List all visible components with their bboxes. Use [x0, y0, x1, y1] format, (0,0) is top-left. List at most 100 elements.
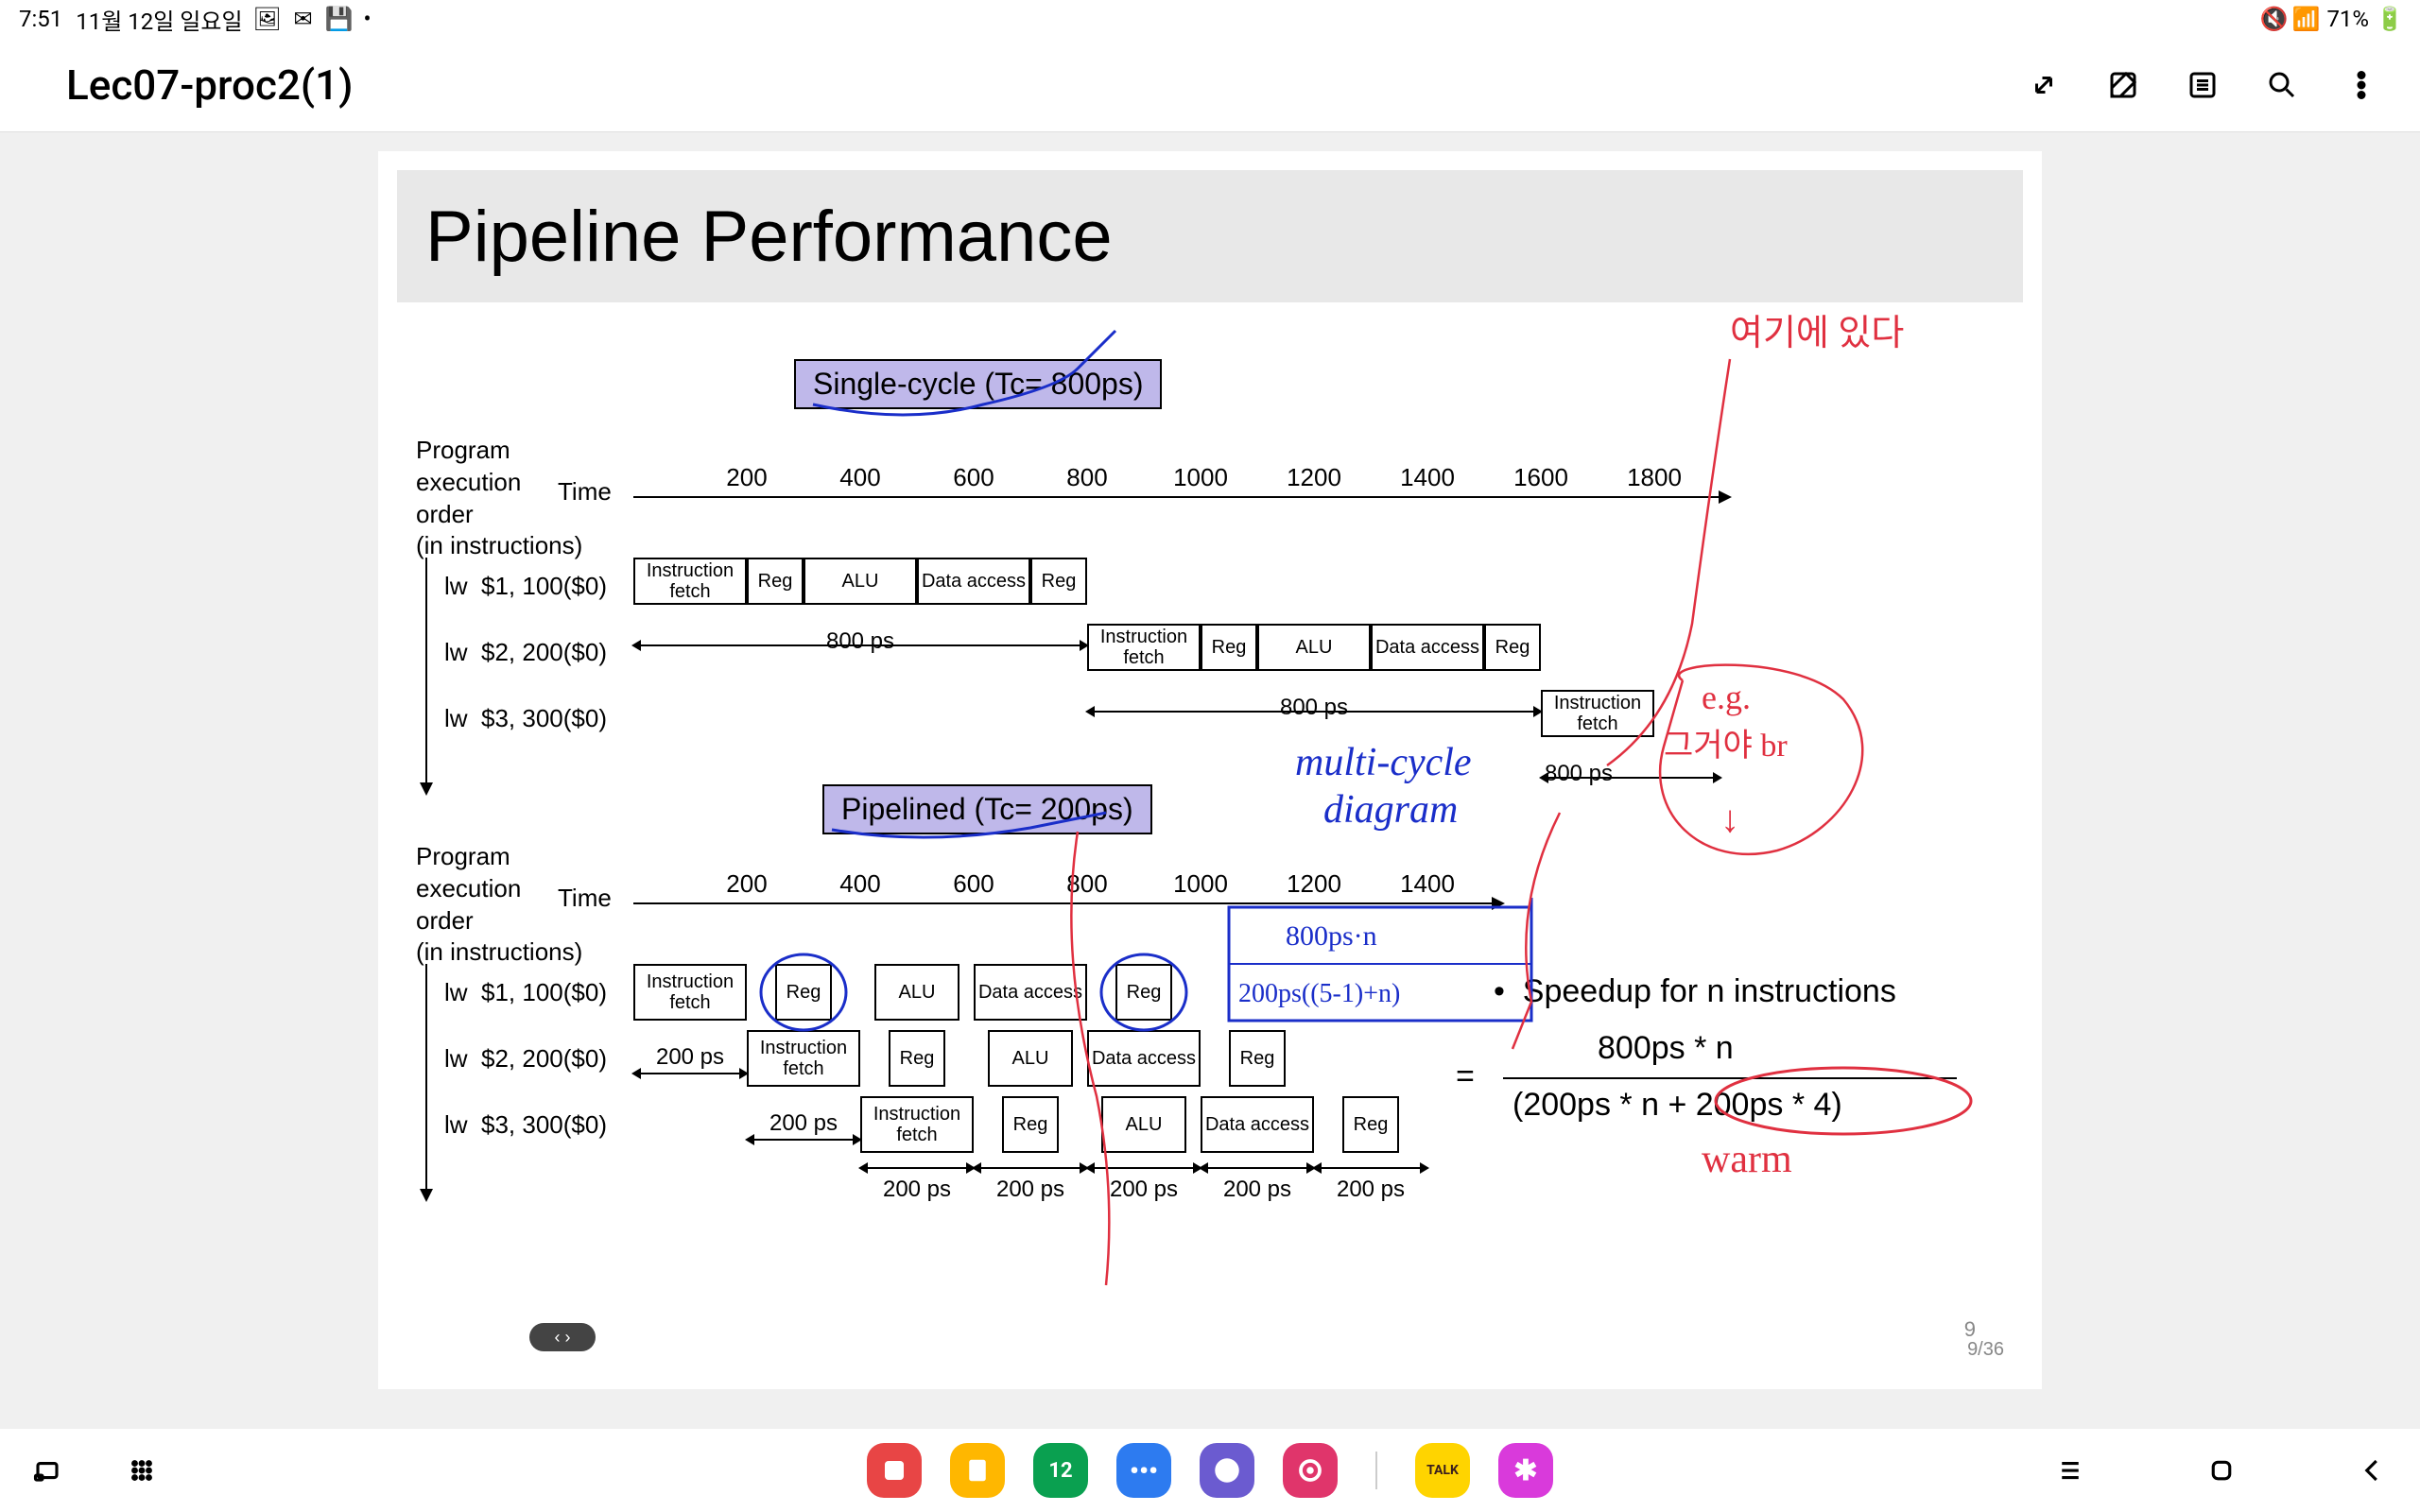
pipelined-label: Pipelined (Tc= 200ps) — [822, 784, 1152, 834]
span-line — [747, 1139, 860, 1141]
stage-if: Instruction fetch — [633, 558, 747, 605]
stage-if: Instruction fetch — [1087, 624, 1201, 671]
wifi-icon: 📶 — [2294, 8, 2317, 30]
tick: 1200 — [1287, 869, 1341, 899]
inst-label: lw $3, 300($0) — [444, 1110, 607, 1140]
home-button[interactable] — [2203, 1452, 2240, 1489]
app-icon[interactable] — [1283, 1443, 1338, 1498]
tick: 1000 — [1173, 869, 1228, 899]
tick: 200 — [726, 869, 767, 899]
ps-label: 200 ps — [1110, 1177, 1178, 1203]
stage-da: Data access — [1371, 624, 1484, 671]
ps-label: 200 ps — [996, 1177, 1064, 1203]
app-icon[interactable]: ✱ — [1498, 1443, 1553, 1498]
stage-da: Data access — [1087, 1030, 1201, 1087]
svg-text:diagram: diagram — [1323, 788, 1458, 832]
span-line — [1087, 1167, 1201, 1169]
nav-back-button[interactable] — [2354, 1452, 2392, 1489]
mail-icon: ✉ — [292, 8, 315, 30]
time-label-bottom: Time — [558, 884, 612, 913]
ps-label: 200 ps — [1337, 1177, 1405, 1203]
more-icon[interactable] — [2341, 64, 2382, 106]
slide-title: Pipeline Performance — [425, 196, 1113, 278]
status-time: 7:51 — [19, 6, 62, 32]
stage-reg: Reg — [1201, 624, 1257, 671]
image-icon: 🖼 — [256, 8, 279, 30]
inst-label: lw $3, 300($0) — [444, 704, 607, 733]
span-line — [860, 1167, 974, 1169]
stage-if: Instruction fetch — [860, 1096, 974, 1153]
stage-reg: Reg — [1342, 1096, 1399, 1153]
ps-label: 200 ps — [769, 1110, 838, 1137]
speedup-num: 800ps * n — [1598, 1030, 1734, 1067]
tick: 200 — [726, 463, 767, 492]
svg-text:multi-cycle: multi-cycle — [1295, 741, 1472, 784]
tick: 1000 — [1173, 463, 1228, 492]
app-icon[interactable]: 12 — [1033, 1443, 1088, 1498]
stage-da: Data access — [917, 558, 1030, 605]
stage-reg: Reg — [747, 558, 804, 605]
svg-text:warm: warm — [1702, 1138, 1792, 1181]
mute-icon: 🔇 — [2262, 8, 2285, 30]
app-icon[interactable] — [867, 1443, 922, 1498]
ps-label: 800 ps — [826, 628, 894, 655]
expand-icon[interactable] — [2023, 64, 2065, 106]
inst-label: lw $2, 200($0) — [444, 638, 607, 667]
svg-text:800ps·n: 800ps·n — [1286, 920, 1377, 952]
stage-alu: ALU — [874, 964, 959, 1021]
app-icon[interactable] — [950, 1443, 1005, 1498]
slide: Pipeline Performance Single-cycle (Tc= 8… — [378, 151, 2042, 1389]
edit-icon[interactable] — [2102, 64, 2144, 106]
speedup-den: (200ps * n + 200ps * 4) — [1512, 1087, 1842, 1124]
document-viewport[interactable]: Pipeline Performance Single-cycle (Tc= 8… — [0, 132, 2420, 1429]
stage-alu: ALU — [1101, 1096, 1186, 1153]
span-line — [974, 1167, 1087, 1169]
stage-if: Instruction fetch — [1541, 690, 1654, 737]
span-line — [1201, 1167, 1314, 1169]
app-icon[interactable] — [1200, 1443, 1254, 1498]
stage-reg: Reg — [889, 1030, 945, 1087]
tick: 600 — [953, 869, 994, 899]
stage-alu: ALU — [1257, 624, 1371, 671]
search-icon[interactable] — [2261, 64, 2303, 106]
apps-grid-icon[interactable] — [123, 1452, 161, 1489]
ps-label: 800 ps — [1545, 761, 1613, 787]
tick: 1400 — [1400, 463, 1455, 492]
span-line — [633, 1073, 747, 1074]
screenshot-icon[interactable] — [28, 1452, 66, 1489]
svg-text:여기에 있다: 여기에 있다 — [1730, 314, 1904, 353]
stage-reg: Reg — [1229, 1030, 1286, 1087]
tick: 400 — [839, 463, 880, 492]
single-cycle-label: Single-cycle (Tc= 800ps) — [794, 359, 1162, 409]
time-label-top: Time — [558, 477, 612, 507]
speedup-eq: = — [1456, 1058, 1475, 1095]
battery-text: 71% — [2326, 6, 2369, 32]
stage-reg: Reg — [1484, 624, 1541, 671]
status-dot: • — [364, 6, 372, 32]
app-icon[interactable]: ••• — [1116, 1443, 1171, 1498]
stage-reg: Reg — [775, 964, 832, 1021]
stage-da: Data access — [974, 964, 1087, 1021]
recents-button[interactable] — [2051, 1452, 2089, 1489]
tick: 1800 — [1627, 463, 1682, 492]
page-number: 9/36 — [1967, 1339, 2004, 1361]
list-icon[interactable] — [2182, 64, 2223, 106]
ps-label: 200 ps — [1223, 1177, 1291, 1203]
slide-title-bar: Pipeline Performance — [397, 170, 2023, 302]
frac-line — [1503, 1077, 1957, 1079]
svg-text:그거야 br: 그거야 br — [1664, 729, 1788, 764]
app-header: Lec07-proc2(1) — [0, 38, 2420, 132]
page-nav-pill[interactable]: ‹ › — [529, 1323, 596, 1351]
document-title: Lec07-proc2(1) — [66, 60, 354, 110]
stage-if: Instruction fetch — [747, 1030, 860, 1087]
inst-label: lw $2, 200($0) — [444, 1044, 607, 1074]
svg-text:e.g.: e.g. — [1702, 679, 1751, 716]
app-icon[interactable]: TALK — [1415, 1443, 1470, 1498]
svg-text:200ps((5-1)+n): 200ps((5-1)+n) — [1238, 979, 1400, 1008]
span-line — [1314, 1167, 1427, 1169]
stage-alu: ALU — [804, 558, 917, 605]
tick: 1600 — [1513, 463, 1568, 492]
save-icon: 💾 — [328, 8, 351, 30]
stage-reg: Reg — [1115, 964, 1172, 1021]
axis-line-bottom — [633, 902, 1503, 904]
